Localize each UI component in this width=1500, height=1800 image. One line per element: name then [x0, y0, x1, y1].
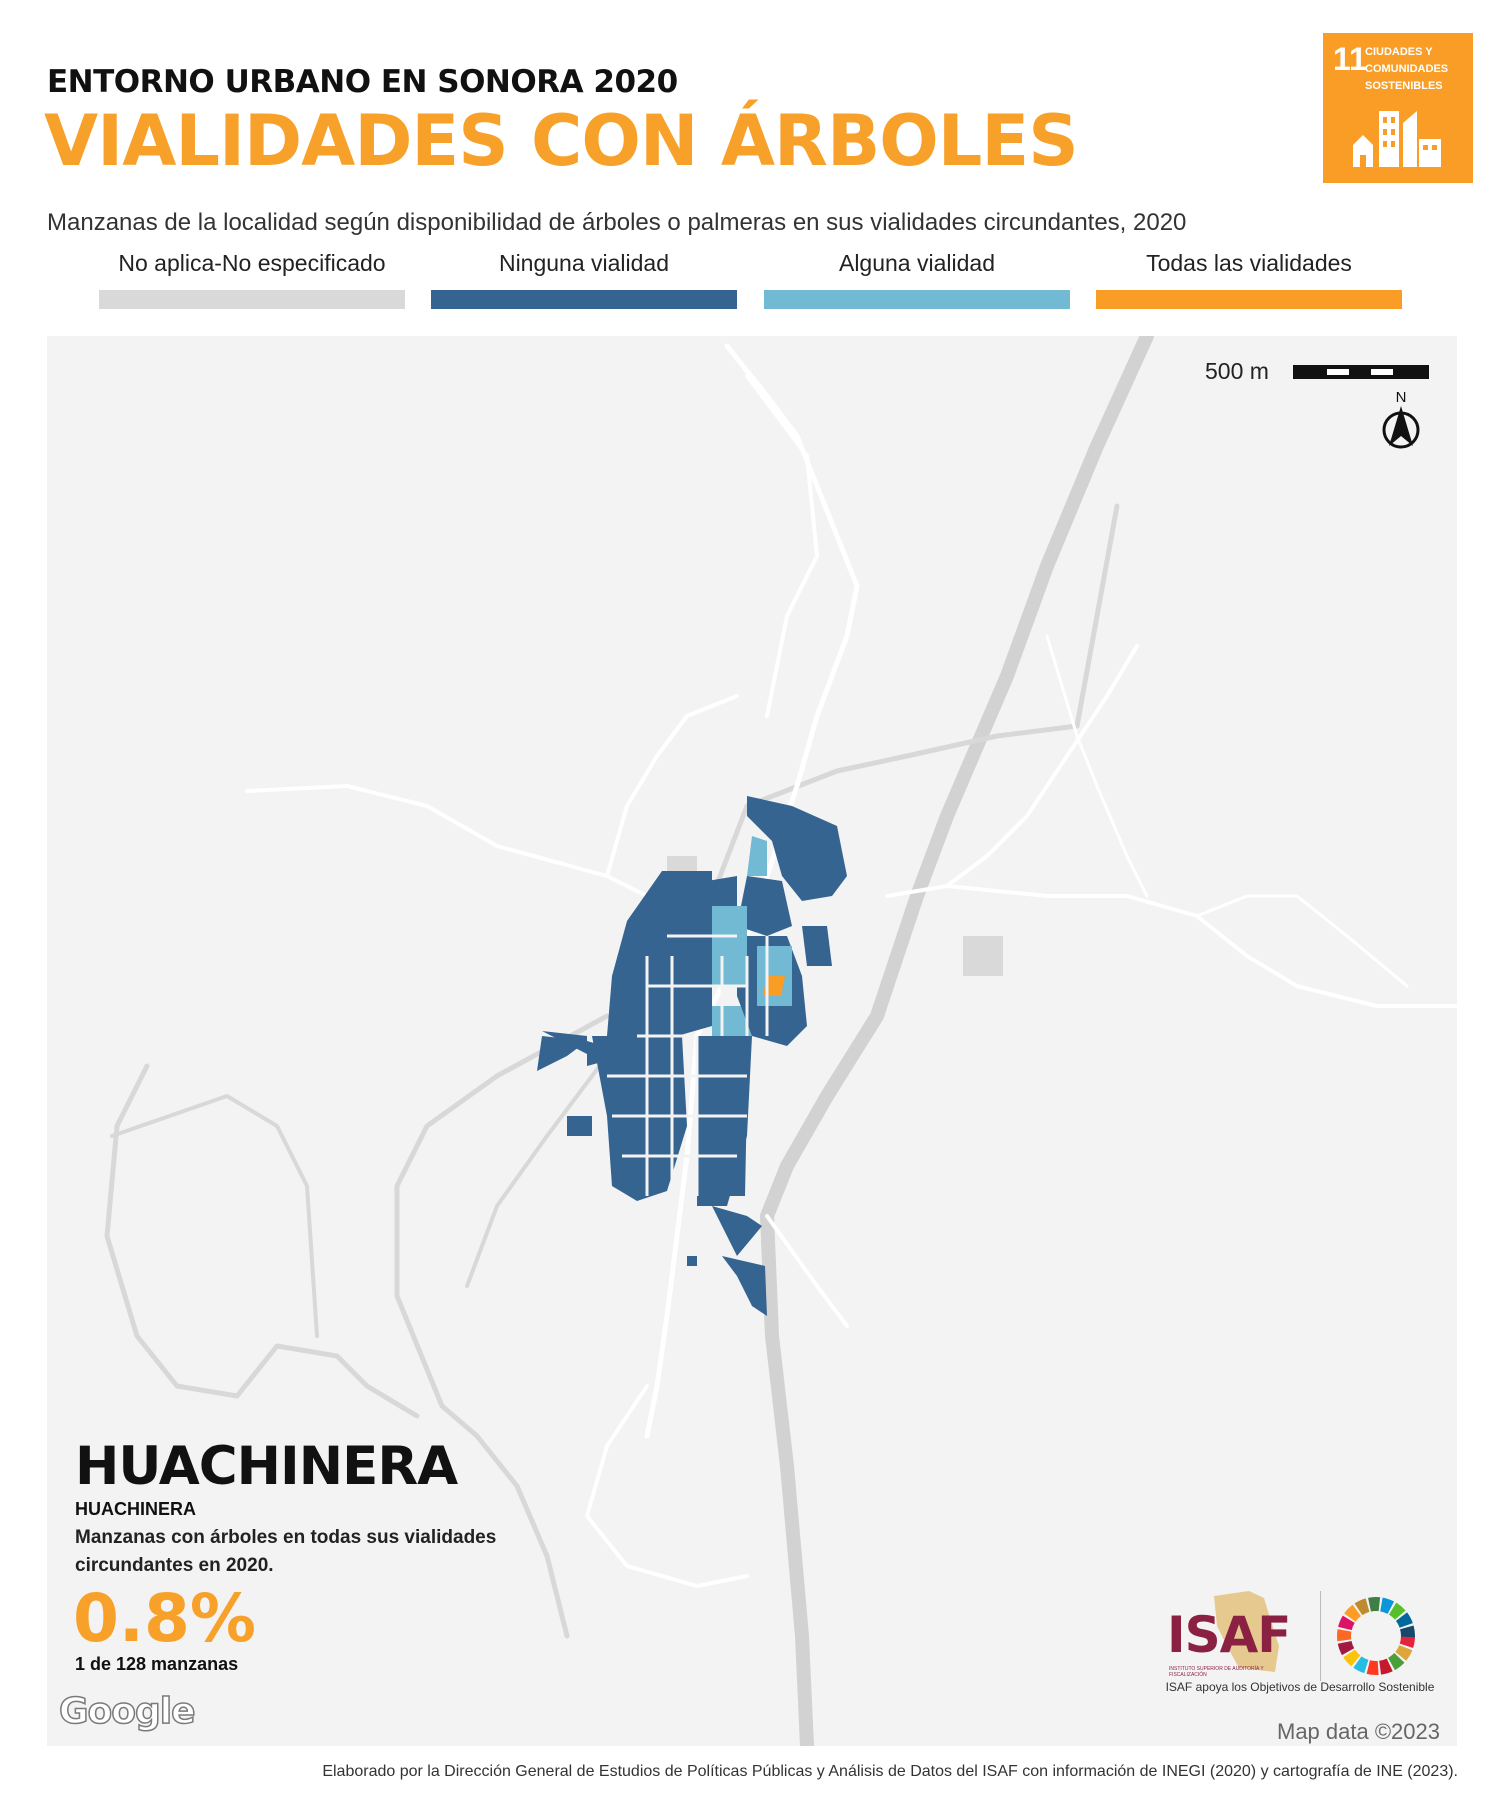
- road-white-west2: [605, 694, 739, 878]
- block-ninguna: [607, 871, 712, 1036]
- isaf-subtext: INSTITUTO SUPERIOR DE AUDITORÍA Y FISCAL…: [1169, 1666, 1264, 1678]
- road-white-north2: [745, 374, 819, 718]
- legend-label: Ninguna vialidad: [498, 250, 670, 276]
- road-white-ne: [1195, 894, 1409, 988]
- road-sw-inner: [110, 1094, 319, 1338]
- road-white-se: [765, 1214, 849, 1328]
- sonora-map-icon: [1214, 1591, 1279, 1672]
- block-ninguna: [802, 926, 832, 966]
- map-panel[interactable]: 500 m N HUACHINERA HUACHINERA Manzanas c…: [47, 336, 1457, 1746]
- municipality-name: HUACHINERA: [75, 1499, 196, 1519]
- legend-swatch: [431, 290, 737, 309]
- kicker: ENTORNO URBANO EN SONORA 2020: [47, 64, 678, 100]
- road-white-north: [724, 343, 860, 789]
- legend-item-alguna: Alguna vialidad: [764, 250, 1070, 309]
- locality-name: HUACHINERA: [75, 1436, 458, 1497]
- map-canvas[interactable]: [47, 336, 1457, 1746]
- block-ninguna: [537, 1036, 587, 1071]
- road-white-east2: [945, 884, 1457, 1008]
- legend-item-no-aplica: No aplica-No especificado: [99, 250, 405, 309]
- block-ninguna: [722, 1256, 767, 1316]
- legend: No aplica-No especificado Ninguna vialid…: [0, 250, 1500, 310]
- page-title: VIALIDADES CON ÁRBOLES: [44, 100, 1079, 182]
- legend-label: No aplica-No especificado: [118, 250, 386, 276]
- legend-swatch: [1096, 290, 1402, 309]
- north-arrow-icon: N: [1382, 389, 1420, 449]
- city-buildings-icon: [1353, 111, 1441, 167]
- block-ninguna: [707, 876, 737, 906]
- north-label: N: [1396, 389, 1407, 406]
- divider: [1320, 1591, 1321, 1681]
- block-ninguna: [747, 796, 847, 901]
- block-ninguna: [712, 1206, 762, 1256]
- isaf-caption: ISAF apoya los Objetivos de Desarrollo S…: [1165, 1680, 1435, 1694]
- road-white-west: [245, 784, 649, 898]
- road-white-south: [585, 1384, 749, 1588]
- block-alguna: [747, 836, 767, 876]
- sdg-text: CIUDADES Y COMUNIDADES SOSTENIBLES: [1365, 46, 1449, 92]
- legend-label: Todas las vialidades: [1146, 250, 1352, 276]
- block-ninguna: [687, 1256, 697, 1266]
- road-west-loop: [394, 1013, 610, 1639]
- legend-swatch: [99, 290, 405, 309]
- scale-label: 500 m: [1205, 358, 1269, 384]
- block-alguna: [712, 906, 747, 986]
- road-white-east3: [1045, 634, 1149, 898]
- legend-item-ninguna: Ninguna vialidad: [431, 250, 737, 309]
- legend-swatch: [764, 290, 1070, 309]
- footer-credits: Elaborado por la Dirección General de Es…: [322, 1763, 1458, 1780]
- block-ninguna: [715, 1096, 747, 1196]
- block-count: 1 de 128 manzanas: [75, 1654, 239, 1674]
- isaf-logo: ISAF: [1167, 1606, 1291, 1664]
- percentage-value: 0.8%: [73, 1580, 257, 1657]
- subtitle: Manzanas de la localidad según disponibi…: [47, 209, 1187, 236]
- google-logo: Google: [58, 1690, 196, 1733]
- road-sw-loop: [104, 1063, 420, 1419]
- scale-bar: [1293, 365, 1429, 379]
- sdg-11-badge: 11 CIUDADES Y COMUNIDADES SOSTENIBLES: [1323, 33, 1473, 183]
- sdg-number: 11: [1333, 41, 1367, 77]
- legend-item-todas: Todas las vialidades: [1096, 250, 1402, 309]
- locality-description: Manzanas con árboles en todas sus vialid…: [75, 1527, 497, 1576]
- isaf-logo-block: ISAF INSTITUTO SUPERIOR DE AUDITORÍA Y F…: [1155, 1586, 1445, 1696]
- highway-road: [760, 336, 1154, 1746]
- block-ninguna: [587, 1036, 632, 1066]
- block-grey: [963, 936, 1003, 976]
- sdg-wheel-icon: [1337, 1597, 1415, 1675]
- block-ninguna: [737, 876, 792, 936]
- map-attribution: Map data ©2023: [1277, 1719, 1440, 1744]
- block-ninguna: [567, 1116, 592, 1136]
- legend-label: Alguna vialidad: [838, 250, 995, 276]
